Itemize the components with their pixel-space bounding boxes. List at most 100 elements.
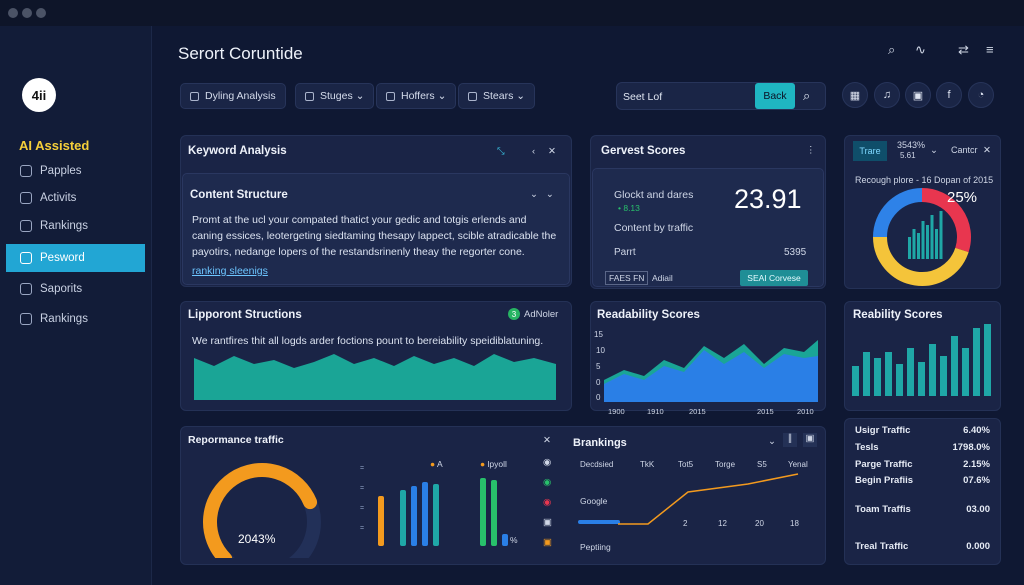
- svg-text:=: =: [360, 485, 364, 492]
- pause-icon[interactable]: ∥: [783, 433, 797, 447]
- brand-label: AI Assisted: [19, 138, 90, 153]
- grid-icon[interactable]: ▦: [842, 82, 868, 108]
- expand-icon[interactable]: ⤡: [497, 146, 505, 157]
- sidebar-item-rankings-2[interactable]: Rankings: [6, 305, 145, 333]
- stat-row: Usigr Traffic 6.40%: [855, 425, 990, 436]
- image-icon[interactable]: ▣: [803, 433, 817, 447]
- stat-value: 1798.0%: [952, 442, 990, 453]
- search-box: Back ⌕: [616, 82, 826, 110]
- svg-text:=: =: [360, 465, 364, 472]
- sidebar-item-label: Saporits: [40, 283, 83, 295]
- sidebar-item-papples[interactable]: Papples: [6, 157, 145, 185]
- y-tick: 0: [596, 393, 601, 402]
- share-icon[interactable]: ⇄: [958, 42, 969, 57]
- sidebar-item-label: Activits: [40, 192, 77, 204]
- filter-icon: [386, 91, 395, 101]
- maximize-dot[interactable]: [36, 8, 46, 18]
- stat-value: 03.00: [966, 504, 990, 515]
- stat-row: Tesls 1798.0%: [855, 442, 990, 453]
- chevron-left-icon[interactable]: ‹: [532, 146, 536, 157]
- user-icon[interactable]: ◔: [968, 82, 994, 108]
- performance-bar-chart: = = = =: [360, 465, 508, 546]
- chip-label: Hoffers: [401, 90, 435, 102]
- ring-segment: [873, 236, 969, 286]
- x-tick: 18: [790, 519, 799, 528]
- x-tick: 1900: [608, 407, 625, 416]
- chip-stuges[interactable]: Stuges ⌄: [295, 83, 375, 109]
- ring-bar: [939, 211, 943, 259]
- password-icon: [20, 252, 32, 264]
- sidebar-item-rankings[interactable]: Rankings: [6, 212, 145, 240]
- sidebar-item-activits[interactable]: Activits: [6, 184, 145, 212]
- readability-area-chart: [604, 340, 818, 402]
- tag-badge: FAES FN: [605, 271, 649, 285]
- close-icon[interactable]: ✕: [543, 435, 551, 446]
- col-header: Decdsied: [580, 460, 614, 469]
- col-header: S5: [757, 460, 767, 469]
- ring-control[interactable]: Cantcr: [951, 145, 978, 155]
- search-button[interactable]: Back: [755, 83, 795, 109]
- col-header: Yenal: [788, 460, 808, 469]
- stat-label: Begin Prafiis: [855, 475, 914, 486]
- stat-label: Parge Traffic: [855, 459, 913, 470]
- chevron-down-icon[interactable]: ⌄ ⌄: [530, 189, 554, 200]
- scores-card: [592, 168, 824, 287]
- close-dot[interactable]: [8, 8, 18, 18]
- ranking-link[interactable]: ranking sleenigs: [192, 265, 268, 277]
- sidebar: [0, 26, 152, 585]
- structions-body: We rantfires thit all logds arder foctio…: [192, 335, 544, 347]
- traffic-label: Content by traffic: [614, 222, 694, 234]
- file-icon: ▣: [543, 517, 552, 528]
- rankings-title: Brankings: [573, 437, 627, 449]
- scores-button[interactable]: SEAI Corvese: [740, 270, 808, 286]
- sidebar-item-pesword[interactable]: Pesword: [6, 244, 145, 272]
- ring-segment: [921, 188, 971, 253]
- row-label: Peptiing: [580, 542, 611, 552]
- panel-title: Readability Scores: [597, 309, 700, 321]
- svg-text:=: =: [360, 505, 364, 512]
- tab-trare[interactable]: Trare: [853, 141, 887, 161]
- google-icon: ◉: [543, 477, 552, 488]
- y-tick: 10: [596, 346, 605, 355]
- chart-icon[interactable]: ∿: [915, 42, 926, 57]
- ring-bar: [917, 233, 920, 259]
- part-label: Parrt: [614, 247, 636, 258]
- rankings-icon: [20, 313, 32, 325]
- ring-bar: [935, 229, 938, 259]
- app-logo[interactable]: 4ii: [22, 78, 56, 112]
- search-icon[interactable]: ⌕: [803, 88, 811, 103]
- minimize-dot[interactable]: [22, 8, 32, 18]
- more-icon[interactable]: ⋮: [806, 145, 816, 156]
- filter-icon: [190, 91, 199, 101]
- sidebar-item-saporits[interactable]: Saporits: [6, 275, 145, 303]
- chrome-icon: ◉: [543, 457, 552, 468]
- panel-title: Repormance traffic: [188, 434, 284, 446]
- sidebar-item-label: Papples: [40, 165, 82, 177]
- panel-title: Reability Scores: [853, 309, 943, 321]
- close-icon[interactable]: ✕: [548, 146, 556, 157]
- ring-bar: [926, 225, 929, 259]
- stat-row: Parge Traffic 2.15%: [855, 459, 990, 470]
- close-icon[interactable]: ✕: [983, 145, 991, 156]
- chevron-down-icon[interactable]: ⌄: [768, 436, 776, 447]
- panel-title: Lipporont Structions: [188, 309, 302, 321]
- stat-label: Treal Traffic: [855, 541, 909, 552]
- search-icon[interactable]: ⌕: [888, 42, 896, 57]
- chip-hoffers[interactable]: Hoffers ⌄: [376, 83, 457, 109]
- chevron-down-icon[interactable]: ⌄: [930, 145, 938, 156]
- facebook-icon[interactable]: f: [936, 82, 962, 108]
- x-tick: 1910: [647, 407, 664, 416]
- mic-icon[interactable]: ♫: [874, 82, 900, 108]
- stat-value: 6.40%: [963, 425, 990, 436]
- chip-stears[interactable]: Stears ⌄: [458, 83, 536, 109]
- stat-value: 2.15%: [963, 459, 990, 470]
- ring-chart: [873, 188, 971, 286]
- chip-label: Dyling Analysis: [205, 90, 276, 102]
- pages-icon: [20, 165, 32, 177]
- search-input[interactable]: [623, 88, 753, 106]
- menu-icon[interactable]: ≡: [986, 42, 994, 57]
- chip-dyling-analysis[interactable]: Dyling Analysis: [180, 83, 286, 109]
- filter-icon: [468, 91, 477, 101]
- ring-bar: [930, 215, 934, 259]
- image-icon[interactable]: ▣: [905, 82, 931, 108]
